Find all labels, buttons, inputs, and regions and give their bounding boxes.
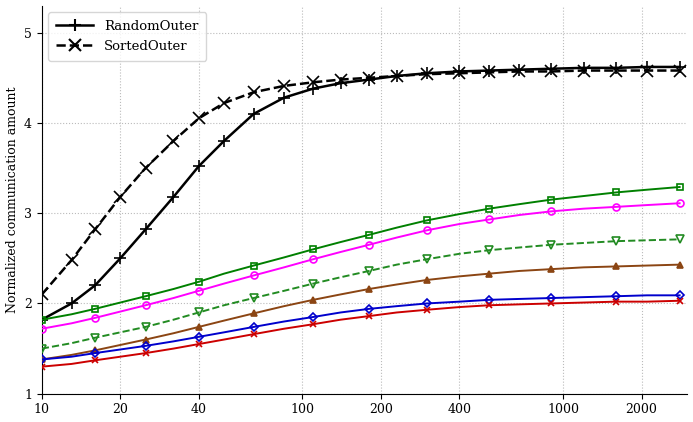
SortedOuter	[643, 68, 651, 73]
SortedOuter	[423, 72, 431, 77]
RandomOuter	[220, 138, 228, 143]
RandomOuter	[280, 95, 288, 100]
SortedOuter	[392, 73, 401, 78]
Y-axis label: Normalized communication amount: Normalized communication amount	[6, 87, 19, 313]
RandomOuter	[249, 111, 258, 116]
RandomOuter	[116, 256, 125, 261]
SortedOuter	[37, 292, 46, 297]
RandomOuter	[169, 195, 177, 200]
SortedOuter	[516, 69, 524, 74]
SortedOuter	[141, 165, 150, 170]
Line: RandomOuter: RandomOuter	[36, 61, 685, 325]
SortedOuter	[280, 84, 288, 89]
SortedOuter	[220, 100, 228, 106]
RandomOuter	[67, 301, 76, 306]
SortedOuter	[249, 90, 258, 95]
RandomOuter	[455, 69, 464, 74]
RandomOuter	[91, 283, 99, 288]
SortedOuter	[547, 69, 555, 74]
SortedOuter	[579, 68, 588, 73]
RandomOuter	[547, 66, 555, 71]
SortedOuter	[309, 80, 317, 85]
SortedOuter	[365, 75, 373, 80]
RandomOuter	[141, 227, 150, 232]
RandomOuter	[195, 164, 203, 169]
SortedOuter	[612, 68, 620, 73]
RandomOuter	[37, 317, 46, 322]
SortedOuter	[195, 116, 203, 121]
SortedOuter	[336, 77, 344, 82]
SortedOuter	[116, 195, 125, 200]
RandomOuter	[485, 68, 493, 73]
RandomOuter	[336, 81, 344, 86]
SortedOuter	[485, 70, 493, 75]
SortedOuter	[67, 257, 76, 262]
RandomOuter	[365, 77, 373, 82]
SortedOuter	[169, 138, 177, 143]
RandomOuter	[612, 65, 620, 70]
RandomOuter	[309, 86, 317, 91]
Legend: RandomOuter, SortedOuter: RandomOuter, SortedOuter	[49, 12, 206, 61]
SortedOuter	[91, 227, 99, 232]
RandomOuter	[392, 73, 401, 78]
SortedOuter	[455, 71, 464, 76]
RandomOuter	[516, 67, 524, 72]
RandomOuter	[423, 71, 431, 76]
RandomOuter	[676, 65, 684, 70]
RandomOuter	[579, 65, 588, 70]
Line: SortedOuter: SortedOuter	[36, 65, 685, 300]
SortedOuter	[676, 68, 684, 73]
RandomOuter	[643, 65, 651, 70]
